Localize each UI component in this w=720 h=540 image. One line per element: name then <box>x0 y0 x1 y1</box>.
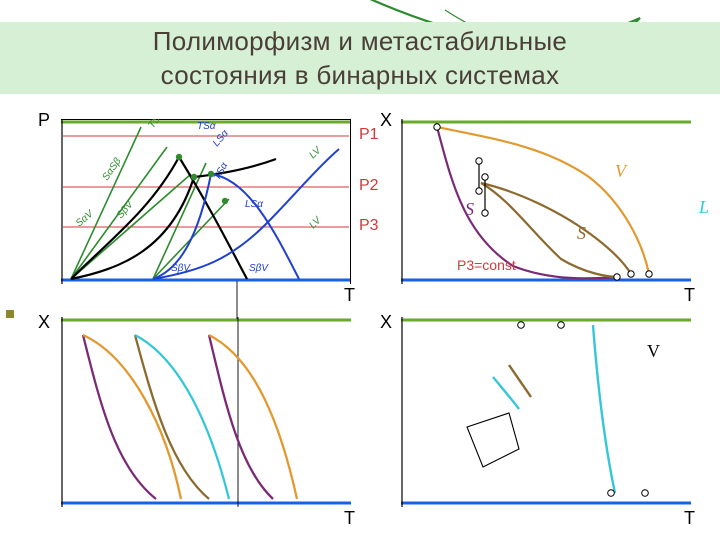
label-C-T: T <box>344 508 355 529</box>
label-C-X: X <box>38 312 50 333</box>
label-D-X: X <box>380 312 392 333</box>
stage: Полиморфизм и метастабильныесостояния в … <box>0 0 720 540</box>
panel-D: V <box>400 316 692 508</box>
phaseD-V: V <box>647 341 660 362</box>
label-D-T: T <box>684 508 695 529</box>
